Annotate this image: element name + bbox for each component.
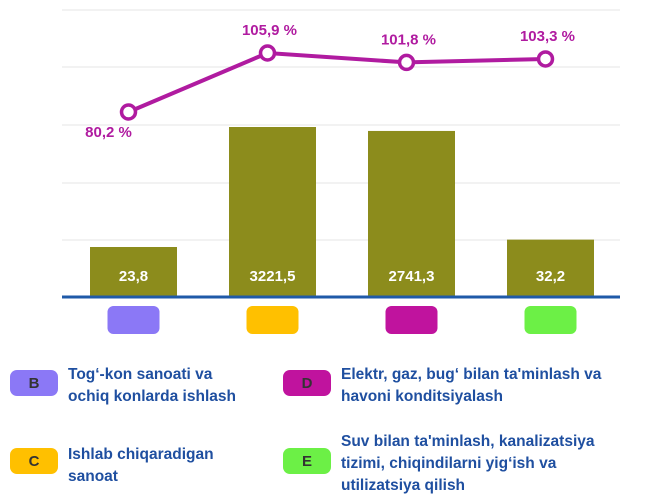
legend-swatch [10,370,58,396]
line [127,50,546,114]
line-point [536,50,555,68]
legend-key: B [29,375,40,392]
legend-key: E [302,453,312,470]
line-label: 103,3 % [520,28,575,45]
category-marker [385,306,438,334]
category-marker [246,306,299,334]
category-marker [524,306,577,334]
legend-text: sanoat [68,468,118,485]
category-marker [107,306,160,334]
bar [229,127,316,297]
bar-label: 2741,3 [389,268,435,285]
bar [90,247,177,297]
legend-text: Elektr, gaz, bug‘ bilan ta'minlash va [341,366,602,383]
legend-text: ochiq konlarda ishlash [68,388,236,405]
legend-text: utilizatsiya qilish [341,477,465,494]
line-label: 101,8 % [381,31,436,48]
line-label: 105,9 % [242,22,297,39]
line-point [119,103,138,121]
legend-text: havoni konditsiyalash [341,388,503,405]
bar [507,239,594,297]
line-point [397,53,416,72]
legend-text: Ishlab chiqaradigan [68,446,214,463]
legend-swatch [283,448,331,474]
line-point [258,44,277,62]
bar-label: 23,8 [119,268,148,285]
legend-key: D [302,375,313,392]
legend-swatch [283,370,331,396]
legend-text: Suv bilan ta'minlash, kanalizatsiya [341,433,595,450]
bar-label: 32,2 [536,268,565,285]
legend-key: C [29,453,40,470]
legend-swatch [10,448,58,474]
legend-text: tizimi, chiqindilarni yig‘ish va [341,455,557,472]
bar [368,130,455,297]
line-label: 80,2 % [85,124,132,141]
bar-label: 3221,5 [250,268,296,285]
legend-text: Tog‘-kon sanoati va [68,366,213,383]
